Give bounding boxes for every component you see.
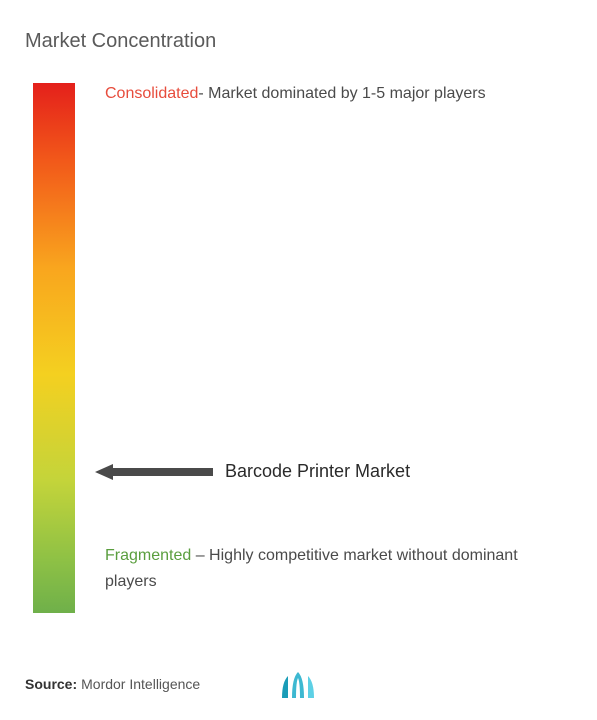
source-footer: Source: Mordor Intelligence [25,676,200,692]
fragmented-label: Fragmented – Highly competitive market w… [105,543,562,594]
source-label: Source: [25,676,77,692]
chart-area: Consolidated- Market dominated by 1-5 ma… [25,83,572,613]
source-name: Mordor Intelligence [81,676,200,692]
consolidated-desc: - Market dominated by 1-5 major players [198,85,485,102]
fragmented-highlight: Fragmented [105,547,191,564]
arrow-left-icon [95,462,215,482]
market-marker: Barcode Printer Market [95,461,410,482]
chart-title: Market Concentration [25,30,572,53]
consolidated-highlight: Consolidated [105,85,198,102]
mordor-logo-icon [280,672,316,700]
marker-label: Barcode Printer Market [225,461,410,482]
concentration-gradient-bar [33,83,75,613]
consolidated-label: Consolidated- Market dominated by 1-5 ma… [105,83,562,105]
